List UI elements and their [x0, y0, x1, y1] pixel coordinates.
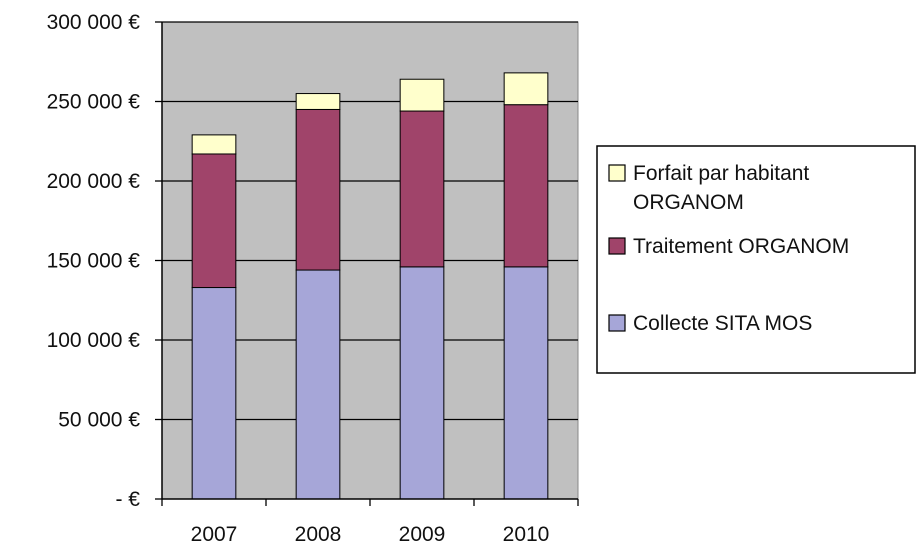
legend-label-forfait-par-habitant-organom: Forfait par habitant ORGANOM [633, 162, 809, 214]
bar-traitement-organom-2009 [399, 110, 445, 268]
y-tick-label: - € [115, 488, 140, 511]
y-tick-label: 200 000 € [47, 170, 141, 193]
x-axis-ticks: 2007 2008 2009 2010 [161, 499, 579, 546]
legend: Forfait par habitant ORGANOM Traitement OR… [596, 145, 916, 374]
y-tick-label: 250 000 € [47, 91, 141, 114]
bar-forfait-par-habitant-organom-2008 [295, 93, 341, 110]
bar-traitement-organom-2010 [503, 104, 549, 268]
bar-forfait-par-habitant-organom-2009 [399, 78, 445, 112]
bar-traitement-organom-2007 [191, 153, 237, 289]
y-tick-label: 150 000 € [47, 250, 141, 273]
bar-forfait-par-habitant-organom-2007 [191, 134, 237, 155]
legend-box [596, 145, 916, 374]
bar-collecte-sita-mos-2009 [399, 266, 445, 500]
legend-swatch-collecte-sita-mos [608, 314, 626, 332]
x-tick-label: 2010 [503, 523, 550, 546]
x-tick-label: 2008 [295, 523, 342, 546]
bars [191, 72, 549, 500]
y-axis-ticks: - € 50 000 € 100 000 € 150 000 € 200 000 € 25… [47, 11, 162, 511]
x-tick-label: 2009 [399, 523, 446, 546]
bar-collecte-sita-mos-2007 [191, 287, 237, 500]
bar-collecte-sita-mos-2010 [503, 266, 549, 500]
bar-traitement-organom-2008 [295, 108, 341, 271]
y-tick-label: 100 000 € [47, 329, 141, 352]
legend-swatch-forfait-par-habitant-organom [608, 164, 626, 182]
bar-collecte-sita-mos-2008 [295, 269, 341, 500]
legend-label-traitement-organom: Traitement ORGANOM [633, 235, 849, 258]
legend-label-collecte-sita-mos: Collecte SITA MOS [633, 312, 812, 335]
bar-forfait-par-habitant-organom-2010 [503, 72, 549, 106]
x-tick-label: 2007 [191, 523, 238, 546]
y-tick-label: 50 000 € [58, 409, 140, 432]
legend-swatch-traitement-organom [608, 237, 626, 255]
y-tick-label: 300 000 € [47, 11, 141, 34]
